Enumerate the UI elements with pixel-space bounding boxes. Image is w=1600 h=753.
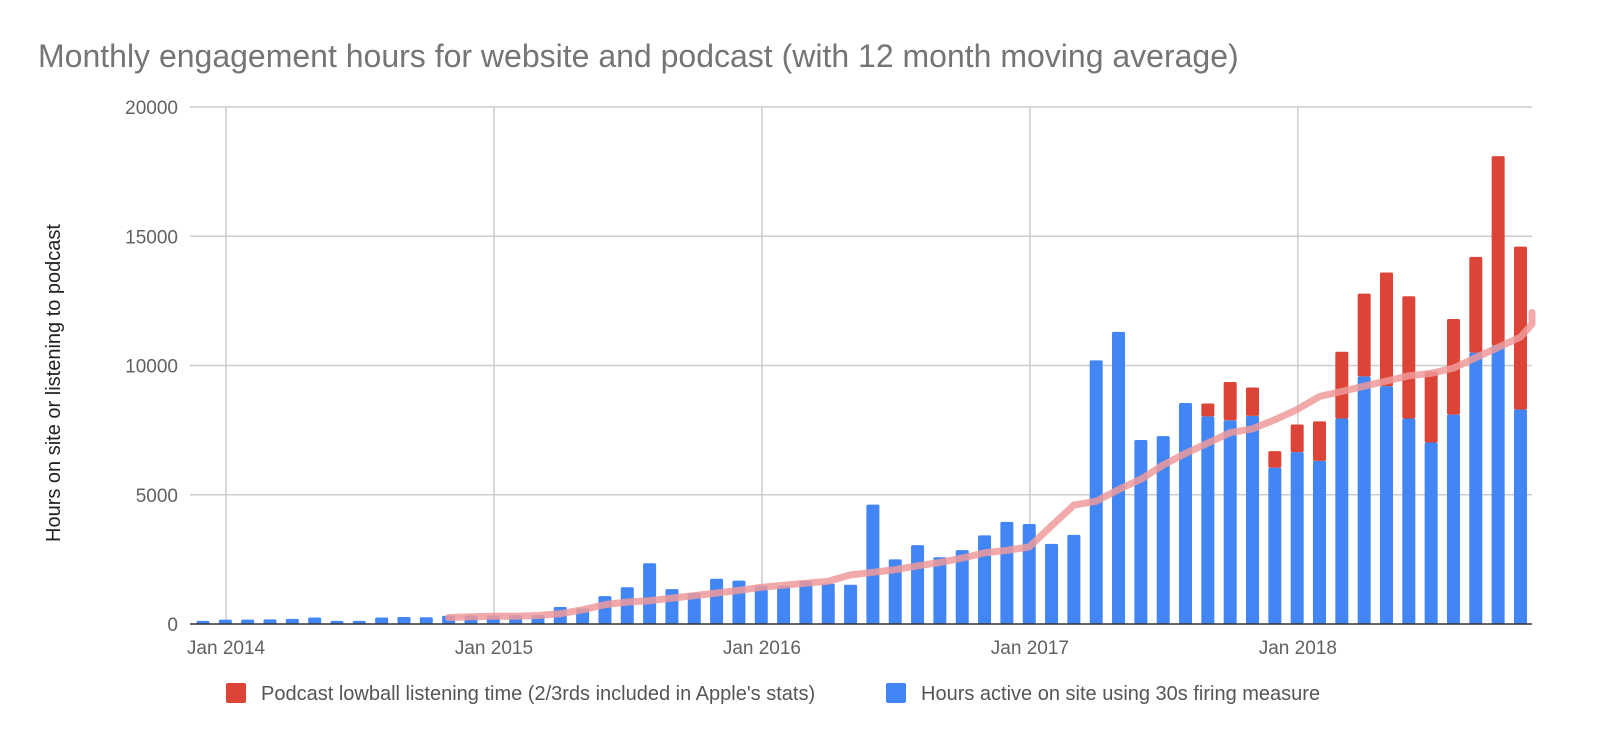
bar-site-hours — [754, 585, 768, 624]
bar-site-hours — [598, 596, 612, 624]
bar-site-hours — [1246, 415, 1260, 624]
bar-site-hours — [1357, 376, 1371, 624]
bar-podcast-hours — [1491, 156, 1505, 346]
legend-swatch — [886, 683, 906, 703]
bar-podcast-hours — [1223, 382, 1237, 421]
legend-label: Podcast lowball listening time (2/3rds i… — [261, 683, 815, 705]
bar-site-hours — [1112, 331, 1126, 624]
bar-site-hours — [1491, 345, 1505, 624]
grid-lines — [190, 106, 1532, 624]
y-tick-label: 15000 — [125, 227, 178, 248]
bar-podcast-hours — [1246, 387, 1260, 416]
bar-site-hours — [1201, 416, 1215, 624]
bar-site-hours — [643, 563, 657, 624]
chart-title: Monthly engagement hours for website and… — [38, 38, 1239, 74]
bar-podcast-hours — [1513, 246, 1527, 410]
bar-site-hours — [1045, 543, 1059, 624]
bar-podcast-hours — [1402, 296, 1416, 419]
bar-podcast-hours — [1379, 272, 1393, 387]
bar-site-hours — [1424, 442, 1438, 624]
bar-site-hours — [397, 617, 411, 624]
bar-site-hours — [196, 620, 210, 624]
bar-site-hours — [955, 550, 969, 624]
bar-site-hours — [218, 619, 232, 624]
legend-swatch — [226, 683, 246, 703]
bar-podcast-hours — [1469, 256, 1483, 353]
bar-podcast-hours — [1268, 451, 1282, 468]
bar-site-hours — [821, 583, 835, 624]
y-tick-label: 20000 — [125, 98, 178, 119]
y-tick-label: 10000 — [125, 357, 178, 378]
bar-site-hours — [375, 617, 389, 624]
bar-podcast-hours — [1424, 371, 1438, 443]
bar-site-hours — [777, 585, 791, 624]
bar-site-hours — [1335, 418, 1349, 624]
x-tick-label: Jan 2016 — [723, 638, 801, 659]
x-tick-label: Jan 2017 — [991, 638, 1069, 659]
legend: Podcast lowball listening time (2/3rds i… — [226, 683, 1320, 705]
bar-site-hours — [1290, 452, 1304, 624]
bar-site-hours — [263, 619, 277, 624]
axes: 0 5000 10000 15000 20000 Jan 2014 Jan 2015 Jan … — [125, 98, 1532, 659]
bar-site-hours — [866, 504, 880, 624]
bar-podcast-hours — [1201, 403, 1215, 417]
bar-site-hours — [1446, 414, 1460, 624]
bar-site-hours — [978, 535, 992, 624]
x-tick-label: Jan 2014 — [187, 638, 266, 659]
bar-site-hours — [710, 578, 724, 624]
bar-site-hours — [419, 617, 433, 624]
bar-site-hours — [1513, 409, 1527, 624]
legend-label: Hours active on site using 30s firing me… — [921, 683, 1320, 705]
x-tick-label: Jan 2015 — [455, 638, 533, 659]
y-axis-label: Hours on site or listening to podcast — [43, 224, 65, 542]
bar-site-hours — [1223, 420, 1237, 624]
bar-site-hours — [1402, 418, 1416, 624]
bar-site-hours — [1313, 460, 1326, 624]
bar-podcast-hours — [1335, 351, 1349, 419]
bar-site-hours — [1379, 386, 1393, 624]
bar-site-hours — [911, 545, 925, 624]
bar-site-hours — [1179, 402, 1193, 624]
bar-site-hours — [1134, 439, 1148, 624]
bar-site-hours — [241, 619, 255, 624]
y-tick-label: 0 — [167, 615, 178, 636]
bar-site-hours — [1067, 534, 1081, 624]
bar-site-hours — [1469, 352, 1483, 624]
bar-podcast-hours — [1357, 293, 1371, 377]
bar-site-hours — [1089, 360, 1103, 624]
bar-site-hours — [352, 620, 366, 624]
bar-site-hours — [1000, 521, 1014, 624]
moving-average-series — [445, 309, 1536, 621]
bar-site-hours — [1268, 467, 1282, 624]
bar-site-hours — [620, 587, 634, 624]
bar-podcast-hours — [1313, 421, 1326, 461]
y-tick-label: 5000 — [136, 486, 178, 507]
bars — [196, 156, 1527, 624]
bar-podcast-hours — [1290, 424, 1304, 453]
bar-site-hours — [844, 584, 858, 624]
bar-site-hours — [285, 618, 299, 624]
bar-site-hours — [799, 580, 813, 624]
bar-site-hours — [330, 620, 344, 624]
moving-average-line — [445, 309, 1536, 621]
bar-site-hours — [308, 617, 322, 624]
x-tick-label: Jan 2018 — [1259, 638, 1337, 659]
bar-site-hours — [933, 557, 947, 624]
bar-site-hours — [888, 559, 902, 624]
bar-site-hours — [687, 592, 701, 624]
bar-site-hours — [1156, 436, 1170, 624]
